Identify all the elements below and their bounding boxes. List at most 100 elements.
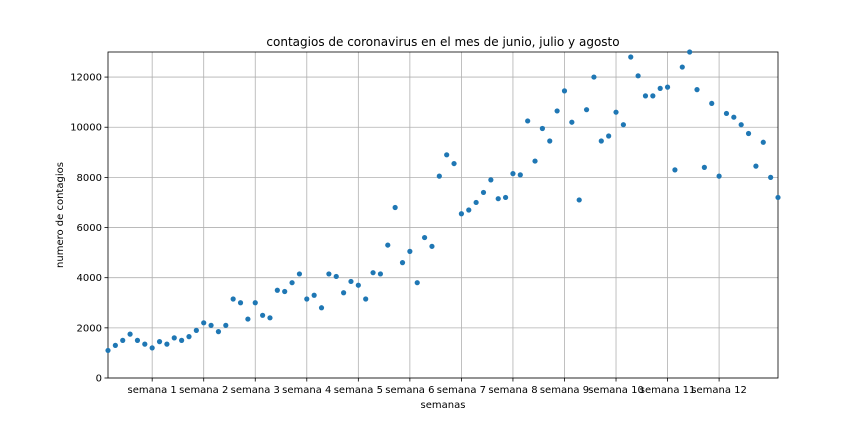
y-tick-label: 8000 [77,173,102,184]
data-point [120,337,126,343]
data-point [193,327,199,333]
data-point [657,85,663,91]
data-point [274,287,280,293]
x-tick-label: semana 1 [128,385,177,396]
data-point [164,341,170,347]
data-point [687,49,693,55]
x-tick-label: semana 10 [588,385,644,396]
x-axis-label: semanas [421,400,466,411]
data-point [282,288,288,295]
data-point [488,177,494,183]
data-point [606,133,612,139]
data-point [142,341,148,347]
data-points [105,49,781,354]
y-tick-label: 10000 [70,123,102,134]
grid [108,52,778,379]
data-point [348,278,354,285]
data-point [156,339,163,345]
data-point [260,312,266,318]
data-point [245,316,251,322]
plot-frame [107,51,779,379]
data-point [223,322,229,328]
y-axis-ticks: 0 2000 4000 6000 8000 10000 12000 [70,73,108,385]
data-point [716,173,722,179]
data-point [539,125,545,132]
data-point [363,296,369,302]
y-axis-label: numero de contagios [55,162,66,268]
data-point [179,337,185,343]
data-point [318,305,325,311]
data-point [392,204,398,211]
data-point [149,345,155,351]
data-point [458,211,465,217]
data-point [112,342,118,348]
data-point [598,138,604,144]
data-point [341,290,347,296]
data-point [517,172,523,178]
data-point [664,84,671,90]
data-point [738,122,744,128]
data-point [620,122,626,128]
y-tick-label: 6000 [77,223,102,234]
data-point [436,173,442,179]
x-tick-label: semana 3 [231,385,280,396]
data-point [414,280,420,286]
x-tick-label: semana 7 [437,385,486,396]
data-point [105,347,111,354]
data-point [650,93,656,99]
data-point [377,271,384,277]
x-tick-label: semana 9 [540,385,589,396]
x-tick-label: semana 6 [385,385,434,396]
data-point [355,282,361,288]
data-point [311,292,317,298]
data-point [583,107,590,113]
data-point [561,88,568,94]
data-point [510,171,516,177]
data-point [252,300,258,306]
x-tick-label: semana 11 [640,385,696,396]
data-point [385,242,391,248]
data-point [473,199,479,206]
x-tick-label: semana 2 [179,385,228,396]
data-point [635,73,641,79]
data-point [304,296,310,302]
data-point [296,271,303,277]
data-point [547,138,553,144]
data-point [134,337,141,343]
x-tick-label: semana 12 [691,385,747,396]
data-point [701,164,707,170]
x-tick-label: semana 4 [282,385,331,396]
y-tick-label: 0 [96,374,102,385]
data-point [525,118,531,124]
data-point [215,329,222,335]
data-point [444,152,450,158]
data-point [451,160,457,167]
data-point [171,335,177,341]
data-point [760,139,766,145]
data-point [569,119,575,125]
x-tick-label: semana 8 [488,385,537,396]
data-point [208,322,214,328]
y-tick-label: 2000 [77,323,102,334]
data-point [694,87,700,93]
data-point [429,243,435,249]
data-point [333,273,339,280]
data-point [709,100,715,107]
data-point [642,93,649,99]
data-point [201,320,207,326]
data-point [466,207,472,213]
data-point [672,167,678,173]
data-point [679,64,685,70]
chart-title: contagios de coronavirus en el mes de ju… [266,35,619,49]
data-point [399,260,406,266]
y-tick-label: 4000 [77,273,102,284]
data-point [628,54,634,60]
y-tick-label: 12000 [70,73,102,84]
data-point [237,300,244,306]
data-point [495,196,501,202]
x-axis-ticks: semana 1 semana 2 semana 3 semana 4 semana 5… [128,378,747,396]
data-point [289,280,295,286]
data-point [421,234,428,241]
data-point [480,189,487,196]
data-point [613,109,619,115]
